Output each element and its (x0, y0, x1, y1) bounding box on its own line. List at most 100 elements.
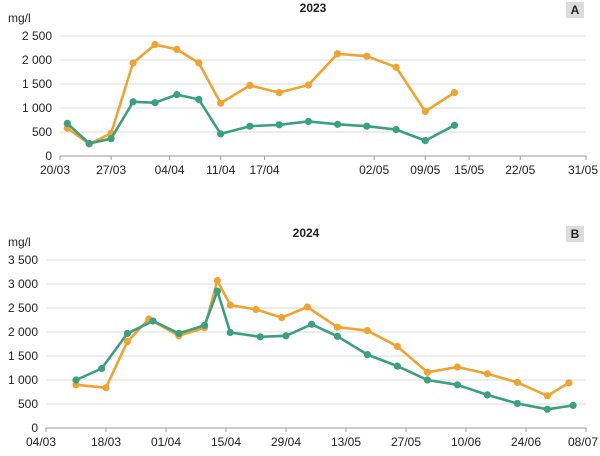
series-1-point (102, 384, 110, 392)
series-2-point (246, 122, 254, 130)
y-axis-label: mg/l (8, 11, 31, 25)
series-1-point (151, 41, 159, 49)
y-axis-label: mg/l (8, 235, 31, 249)
x-tick-label: 09/05 (410, 163, 440, 177)
series-2-point (421, 137, 429, 145)
x-tick-label: 27/05 (391, 435, 421, 449)
series-2-point (173, 91, 181, 99)
series-2-point (392, 126, 400, 134)
series-2-point (107, 135, 115, 143)
chart-panel-2: 2024 mg/l B 0 500 1 000 1 500 2 000 2 500 3 000 3 … (8, 226, 598, 449)
series-2-point (423, 376, 431, 384)
series-2-point (304, 117, 312, 125)
series-1-point (278, 314, 286, 322)
series-1-point (392, 63, 400, 71)
x-tick-label: 04/03 (26, 435, 56, 449)
series-2-point (217, 130, 225, 138)
series-2-point (363, 122, 371, 130)
series-2-point (151, 99, 159, 107)
series-2-line (75, 289, 574, 411)
series-2-point (123, 329, 131, 337)
series-1-point (129, 59, 137, 67)
y-tick-label: 2 500 (22, 29, 52, 43)
series-1-line (75, 279, 570, 398)
series-2-point (129, 98, 137, 106)
series-1-point (217, 99, 225, 107)
y-tick-label: 1 000 (22, 101, 52, 115)
series-2-point (543, 405, 552, 413)
series-2-point (213, 287, 221, 295)
series-1-point (226, 301, 234, 309)
series-1-point (275, 89, 283, 97)
series-2-point (334, 120, 342, 128)
series-1-line (66, 43, 456, 146)
y-tick-label: 2 000 (8, 325, 38, 339)
panel-letter-badge (566, 2, 584, 18)
series-1-point (393, 342, 401, 350)
x-tick-label: 29/04 (271, 435, 301, 449)
x-tick-label: 08/07 (568, 435, 598, 449)
x-tick-label: 10/06 (451, 435, 481, 449)
y-tick-label: 0 (45, 149, 52, 163)
series-2-point (175, 329, 183, 337)
panel-letter-badge (566, 226, 584, 242)
y-tick-label: 1 000 (8, 373, 38, 387)
panel-letter: A (571, 3, 580, 17)
series-2-point (149, 317, 157, 325)
series-2-point (569, 401, 577, 409)
x-tick-label: 11/04 (206, 163, 235, 177)
series-1-point (334, 50, 342, 58)
series-1-point (363, 327, 371, 335)
series-1-point (483, 370, 491, 378)
series-1-point (513, 378, 522, 386)
y-tick-label: 1 500 (22, 77, 52, 91)
series-2-point (333, 332, 341, 340)
y-tick-label: 1 500 (8, 349, 38, 363)
series-2-point (453, 381, 461, 389)
x-tick-label: 04/04 (155, 163, 185, 177)
y-tick-label: 3 500 (8, 253, 38, 267)
series-2-point (393, 362, 401, 370)
series-1-point (252, 305, 260, 313)
chart-title: 2024 (293, 226, 320, 240)
y-tick-label: 2 000 (22, 53, 52, 67)
series-2-point (483, 391, 491, 399)
series-2-point (282, 332, 290, 340)
series-2-point (363, 351, 371, 359)
series-1-point (450, 89, 459, 97)
chart-title: 2023 (300, 1, 327, 15)
x-tick-label: 01/04 (151, 435, 181, 449)
series-1-point (421, 107, 429, 115)
series-1-point (363, 52, 371, 60)
panel-letter: B (571, 227, 580, 241)
series-1-point (123, 338, 131, 346)
series-1-point (173, 45, 181, 54)
series-1-point (304, 81, 312, 89)
x-tick-label: 15/05 (454, 163, 484, 177)
series-2-point (85, 139, 93, 148)
chart-panel-1: 2023 mg/l A 0 500 1 000 1 500 2 000 2 500 20/03 27… (8, 1, 598, 177)
x-tick-label: 15/04 (211, 435, 241, 449)
x-tick-label: 24/06 (511, 435, 541, 449)
x-tick-label: 02/05 (359, 163, 389, 177)
x-tick-label: 18/03 (91, 435, 121, 449)
series-2-line (66, 93, 456, 145)
x-tick-label: 31/05 (568, 163, 598, 177)
x-tick-label: 20/03 (40, 163, 70, 177)
y-tick-label: 500 (32, 125, 52, 139)
y-tick-label: 0 (31, 421, 38, 435)
series-1-point (543, 392, 552, 400)
y-tick-label: 500 (18, 397, 38, 411)
series-1-point (303, 303, 311, 311)
series-2-point (98, 364, 106, 373)
x-tick-label: 27/03 (96, 163, 126, 177)
series-1-point (565, 379, 573, 387)
y-tick-label: 2 500 (8, 301, 38, 315)
series-1-point (453, 363, 461, 371)
series-2-point (72, 376, 80, 384)
x-tick-label: 13/05 (331, 435, 361, 449)
series-2-point (308, 320, 316, 328)
series-2-point (201, 321, 209, 329)
